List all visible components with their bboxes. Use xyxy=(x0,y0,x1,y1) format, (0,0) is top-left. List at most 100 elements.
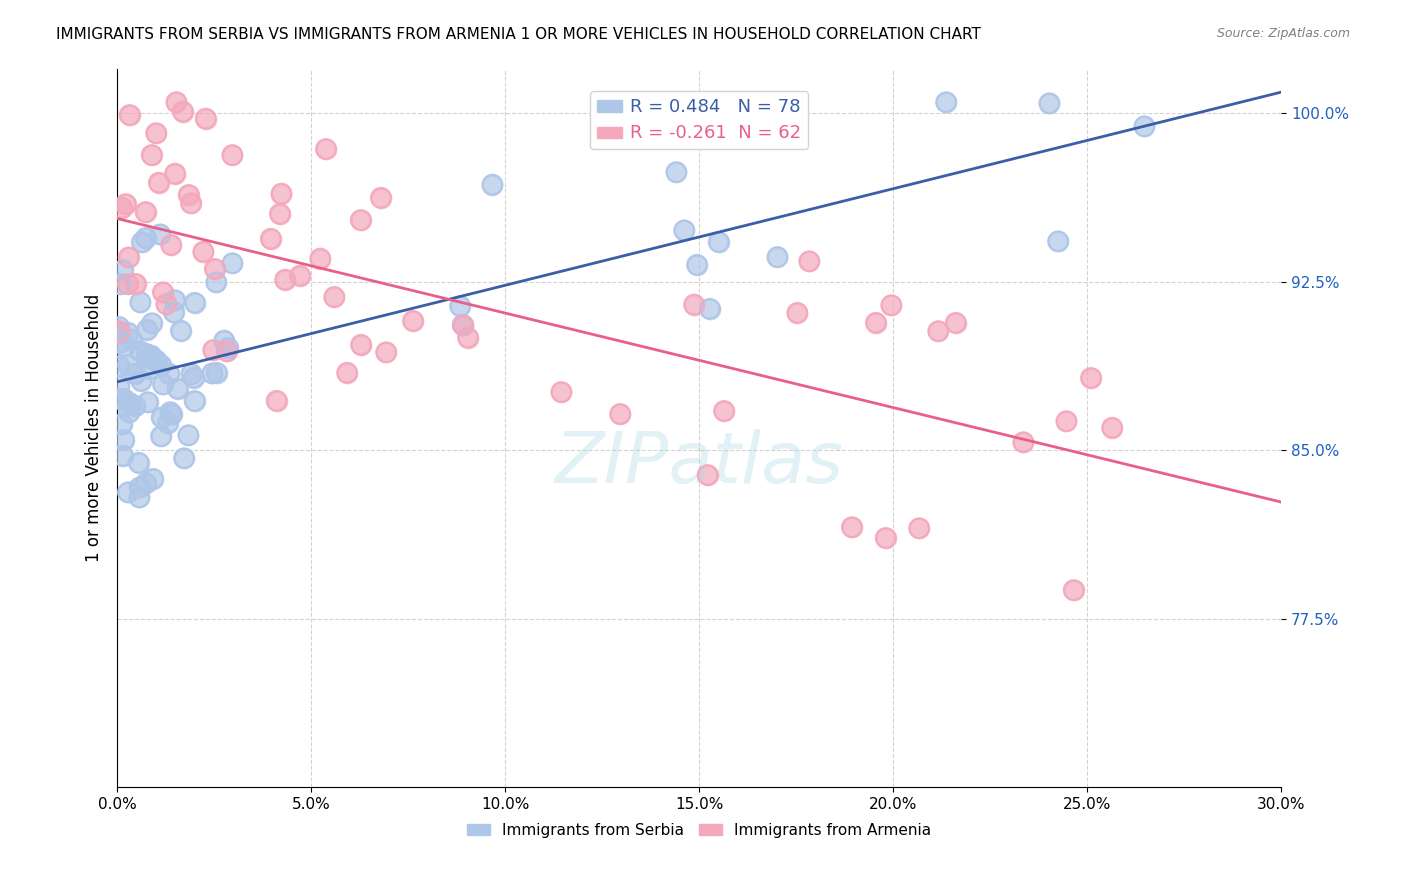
Point xyxy=(128,456,150,470)
Point xyxy=(221,148,243,162)
Point xyxy=(180,367,202,381)
Point xyxy=(336,366,359,380)
Point xyxy=(180,196,202,211)
Point xyxy=(135,205,157,219)
Point xyxy=(136,322,159,336)
Point xyxy=(141,349,163,363)
Point xyxy=(673,223,696,237)
Point xyxy=(108,325,131,339)
Point xyxy=(135,231,157,245)
Point xyxy=(713,404,735,418)
Point xyxy=(128,480,150,494)
Point xyxy=(129,295,152,310)
Point xyxy=(146,354,169,368)
Point xyxy=(145,126,167,140)
Point xyxy=(1133,120,1156,134)
Point xyxy=(935,95,957,110)
Point xyxy=(451,318,474,332)
Point xyxy=(696,468,718,483)
Point xyxy=(152,285,174,300)
Point xyxy=(131,235,153,250)
Point xyxy=(274,272,297,286)
Point xyxy=(177,428,200,442)
Point xyxy=(157,367,180,381)
Point xyxy=(193,244,215,259)
Point xyxy=(165,167,187,181)
Point xyxy=(177,428,200,442)
Point xyxy=(141,316,163,330)
Point xyxy=(309,252,332,266)
Point xyxy=(156,416,179,430)
Point xyxy=(141,349,163,363)
Point xyxy=(1047,235,1070,249)
Point xyxy=(135,347,157,361)
Point xyxy=(550,384,572,399)
Point xyxy=(170,324,193,338)
Point xyxy=(205,276,228,290)
Point xyxy=(117,277,139,292)
Point xyxy=(149,227,172,242)
Point xyxy=(124,277,146,291)
Point xyxy=(215,344,238,359)
Point xyxy=(108,320,131,334)
Point xyxy=(350,213,373,227)
Point xyxy=(135,205,157,219)
Point xyxy=(683,297,706,311)
Point xyxy=(149,358,172,372)
Point xyxy=(202,343,225,357)
Point xyxy=(149,429,172,443)
Point xyxy=(1101,420,1123,434)
Point xyxy=(163,293,186,308)
Point xyxy=(142,472,165,486)
Point xyxy=(799,254,821,268)
Point xyxy=(323,290,346,304)
Point xyxy=(1038,96,1060,111)
Point xyxy=(159,405,181,419)
Point xyxy=(166,382,188,396)
Point xyxy=(155,297,177,311)
Point xyxy=(145,126,167,140)
Point xyxy=(118,395,141,409)
Point xyxy=(686,258,709,272)
Point xyxy=(375,345,398,359)
Point xyxy=(112,392,135,406)
Point xyxy=(108,277,131,292)
Point xyxy=(108,392,131,406)
Point xyxy=(1080,371,1102,385)
Point xyxy=(1012,435,1035,450)
Point xyxy=(148,176,170,190)
Point xyxy=(336,366,359,380)
Point xyxy=(315,142,337,156)
Point xyxy=(449,299,471,313)
Point xyxy=(170,324,193,338)
Point xyxy=(402,314,425,328)
Point xyxy=(665,165,688,179)
Point xyxy=(131,374,153,388)
Point xyxy=(163,293,186,308)
Point xyxy=(111,201,134,215)
Point xyxy=(128,491,150,505)
Point xyxy=(117,251,139,265)
Point xyxy=(449,299,471,313)
Point xyxy=(1054,414,1077,428)
Point xyxy=(1063,583,1085,598)
Point xyxy=(108,325,131,339)
Point xyxy=(128,480,150,494)
Point xyxy=(108,325,131,339)
Point xyxy=(350,337,373,351)
Point xyxy=(111,449,134,463)
Point xyxy=(270,186,292,201)
Point xyxy=(204,261,226,276)
Point xyxy=(108,392,131,406)
Text: ZIPatlas: ZIPatlas xyxy=(554,429,844,499)
Point xyxy=(160,408,183,422)
Point xyxy=(875,531,897,545)
Point xyxy=(713,404,735,418)
Point xyxy=(118,395,141,409)
Point xyxy=(221,256,243,270)
Point xyxy=(707,235,730,249)
Point xyxy=(266,393,288,408)
Point xyxy=(131,235,153,250)
Point xyxy=(129,344,152,359)
Point xyxy=(375,345,398,359)
